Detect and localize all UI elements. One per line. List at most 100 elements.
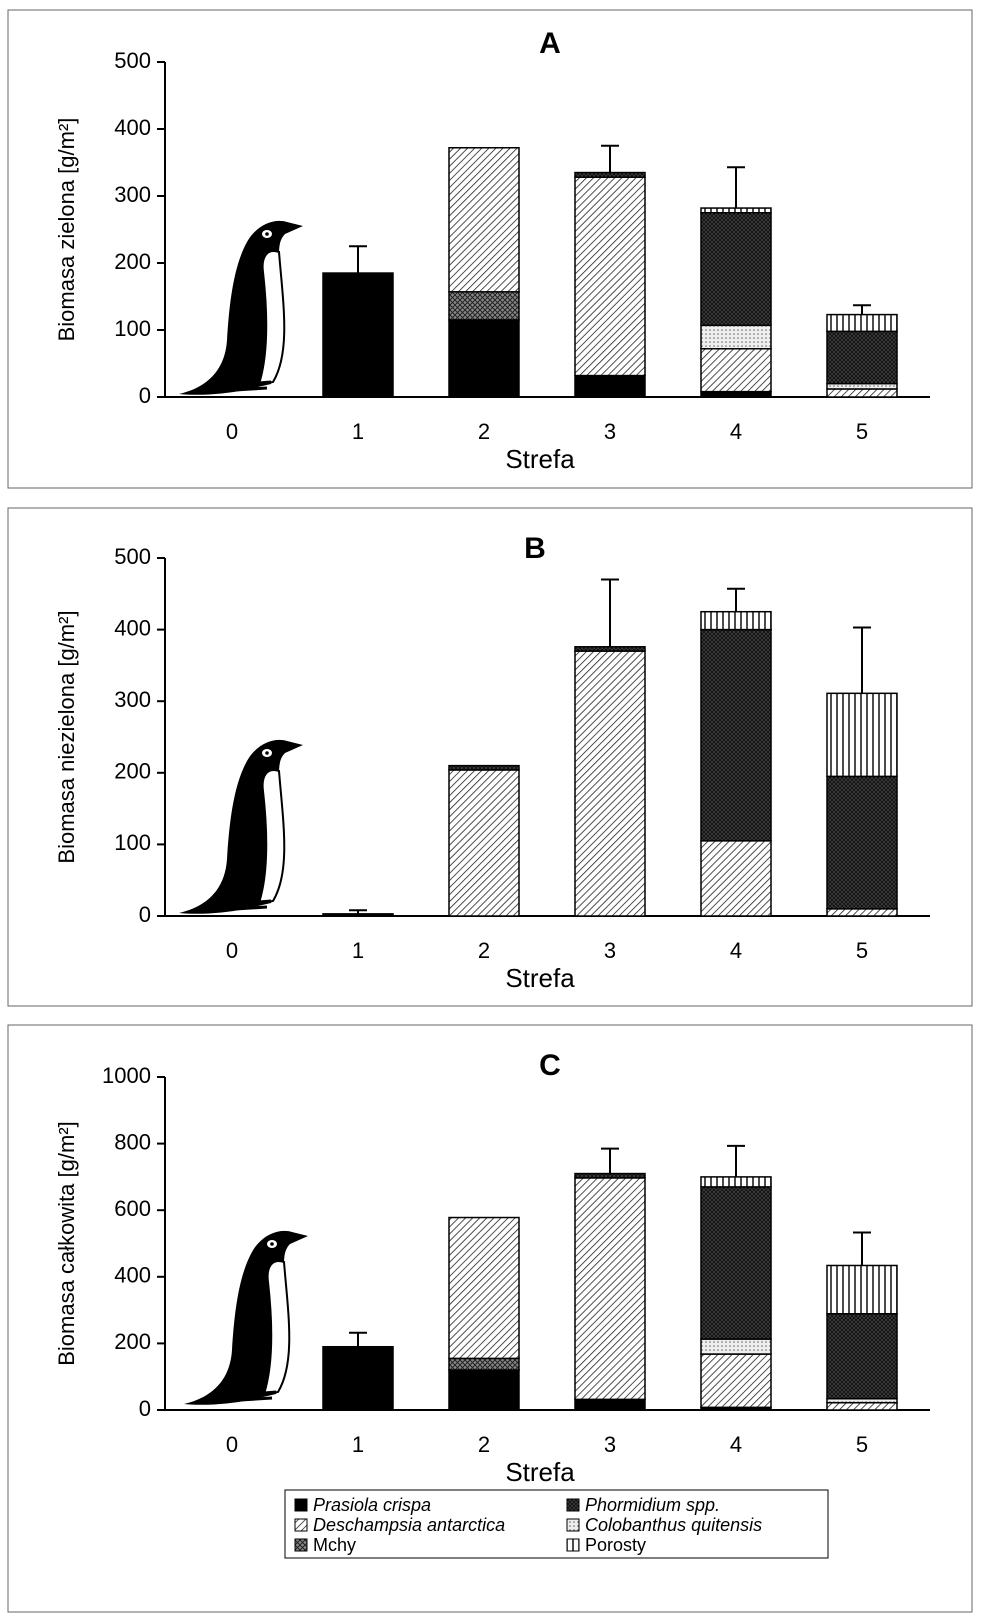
bar-segment	[449, 292, 519, 320]
error-bar	[853, 627, 871, 693]
bar-segment	[827, 315, 897, 332]
bar-segment	[701, 392, 771, 397]
bar-segment	[323, 1347, 393, 1410]
bar-segment	[701, 1354, 771, 1407]
legend-label: Colobanthus quitensis	[585, 1515, 762, 1535]
legend-swatch	[567, 1499, 579, 1511]
bar-segment	[827, 909, 897, 916]
bar-segment	[449, 1218, 519, 1359]
bar-segment	[701, 349, 771, 392]
penguin-icon	[184, 1231, 308, 1405]
bar-segment	[701, 841, 771, 916]
bar-segment	[575, 1174, 645, 1178]
bar-segment	[449, 148, 519, 292]
x-tick-label: 0	[226, 1432, 238, 1457]
x-tick-label: 2	[478, 938, 490, 963]
legend-label: Phormidium spp.	[585, 1495, 720, 1515]
y-tick-label: 1000	[102, 1063, 151, 1088]
bar-segment	[701, 630, 771, 841]
x-tick-label: 1	[352, 938, 364, 963]
bar-segment	[827, 331, 897, 383]
error-bar	[601, 146, 619, 173]
bar-segment	[575, 173, 645, 178]
x-axis-label: Strefa	[505, 1457, 575, 1487]
chart-title: C	[539, 1049, 561, 1082]
y-tick-label: 400	[114, 1263, 151, 1288]
error-bar	[601, 1149, 619, 1174]
x-tick-label: 4	[730, 419, 742, 444]
figure: ABiomasa zielona [g/m²]Strefa01002003004…	[0, 0, 1001, 1613]
x-tick-label: 5	[856, 1432, 868, 1457]
x-axis-label: Strefa	[505, 444, 575, 474]
legend-swatch	[295, 1539, 307, 1551]
legend-label: Prasiola crispa	[313, 1495, 431, 1515]
bar-segment	[827, 1314, 897, 1399]
x-tick-label: 0	[226, 938, 238, 963]
bar-segment	[449, 766, 519, 770]
x-tick-label: 4	[730, 938, 742, 963]
penguin-icon	[179, 740, 303, 914]
error-bar	[727, 589, 745, 612]
bar-segment	[701, 1339, 771, 1354]
bar-segment	[827, 1265, 897, 1313]
legend-label: Mchy	[313, 1535, 356, 1555]
x-axis-label: Strefa	[505, 963, 575, 993]
bar-segment	[449, 320, 519, 397]
y-tick-label: 400	[114, 115, 151, 140]
y-tick-label: 0	[139, 1396, 151, 1421]
x-tick-label: 2	[478, 419, 490, 444]
y-tick-label: 600	[114, 1196, 151, 1221]
x-tick-label: 3	[604, 938, 616, 963]
x-tick-label: 4	[730, 1432, 742, 1457]
bar-segment	[827, 389, 897, 397]
y-tick-label: 500	[114, 544, 151, 569]
error-bar	[853, 1233, 871, 1266]
bar-segment	[701, 1177, 771, 1187]
error-bar	[727, 1146, 745, 1177]
error-bar	[349, 246, 367, 273]
bar-segment	[575, 1178, 645, 1399]
bar-segment	[575, 376, 645, 397]
legend-label: Porosty	[585, 1535, 646, 1555]
penguin-icon	[179, 221, 303, 395]
y-tick-label: 0	[139, 902, 151, 927]
bar-segment	[827, 384, 897, 389]
bar-segment	[701, 325, 771, 348]
bar-segment	[449, 770, 519, 916]
bar-segment	[575, 177, 645, 375]
y-axis-label: Biomasa zielona [g/m²]	[54, 118, 79, 342]
legend-swatch	[567, 1539, 579, 1551]
bar-segment	[323, 273, 393, 397]
bar-segment	[827, 1403, 897, 1410]
y-tick-label: 0	[139, 383, 151, 408]
x-tick-label: 5	[856, 419, 868, 444]
x-tick-label: 3	[604, 419, 616, 444]
bar-segment	[827, 693, 897, 776]
bar-segment	[575, 647, 645, 651]
bar-segment	[701, 612, 771, 630]
bar-segment	[701, 213, 771, 326]
error-bar	[727, 167, 745, 208]
x-tick-label: 2	[478, 1432, 490, 1457]
y-tick-label: 200	[114, 759, 151, 784]
y-tick-label: 300	[114, 182, 151, 207]
y-tick-label: 100	[114, 830, 151, 855]
bar-segment	[575, 1399, 645, 1410]
x-tick-label: 1	[352, 419, 364, 444]
legend-swatch	[295, 1499, 307, 1511]
y-axis-label: Biomasa całkowita [g/m²]	[54, 1121, 79, 1366]
chart-title: B	[524, 532, 546, 565]
bar-segment	[323, 914, 393, 916]
y-tick-label: 100	[114, 316, 151, 341]
x-tick-label: 3	[604, 1432, 616, 1457]
x-tick-label: 5	[856, 938, 868, 963]
y-tick-label: 200	[114, 1329, 151, 1354]
y-tick-label: 800	[114, 1129, 151, 1154]
bar-segment	[701, 208, 771, 213]
y-tick-label: 500	[114, 48, 151, 73]
legend-swatch	[567, 1519, 579, 1531]
y-tick-label: 200	[114, 249, 151, 274]
bar-segment	[701, 1187, 771, 1339]
chart-title: A	[539, 27, 561, 60]
error-bar	[349, 1333, 367, 1347]
